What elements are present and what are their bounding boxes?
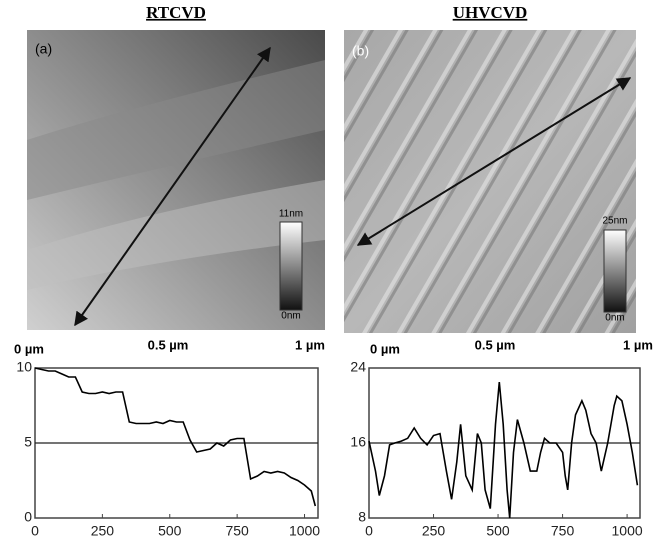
- scan-label: 0.5 µm: [475, 337, 516, 352]
- x-tick-label: 500: [486, 523, 510, 539]
- y-tick-label: 16: [350, 434, 366, 450]
- colorbar-label: 11nm: [279, 209, 303, 220]
- y-tick-label: 5: [24, 434, 32, 450]
- panel-label: (b): [352, 43, 369, 59]
- scan-label: 0 µm: [14, 341, 44, 356]
- colorbar-label: 0nm: [281, 311, 300, 322]
- profile-line: [368, 382, 639, 519]
- chart-title: UHVCVD: [453, 3, 528, 22]
- image-a: [27, 30, 325, 330]
- profile-line: [34, 367, 317, 507]
- colorbar-label: 0nm: [605, 313, 624, 324]
- panel-label: (a): [35, 41, 52, 57]
- y-tick-label: 10: [16, 359, 32, 375]
- image-b: [344, 30, 636, 333]
- x-tick-label: 250: [422, 523, 446, 539]
- scan-label: 1 µm: [623, 337, 653, 352]
- x-tick-label: 0: [31, 523, 39, 539]
- scan-label: 1 µm: [295, 337, 325, 352]
- x-tick-label: 1000: [289, 523, 320, 539]
- y-tick-label: 24: [350, 359, 366, 375]
- scan-label: 0.5 µm: [148, 337, 189, 352]
- x-tick-label: 1000: [612, 523, 643, 539]
- x-tick-label: 750: [551, 523, 575, 539]
- x-tick-label: 250: [91, 523, 115, 539]
- colorbar-label: 25nm: [602, 216, 627, 227]
- x-tick-label: 0: [365, 523, 373, 539]
- scan-label: 0 µm: [370, 341, 400, 356]
- x-tick-label: 750: [225, 523, 249, 539]
- y-tick-label: 0: [24, 509, 32, 525]
- y-tick-label: 8: [358, 509, 366, 525]
- x-tick-label: 500: [158, 523, 182, 539]
- chart-title: RTCVD: [146, 3, 206, 22]
